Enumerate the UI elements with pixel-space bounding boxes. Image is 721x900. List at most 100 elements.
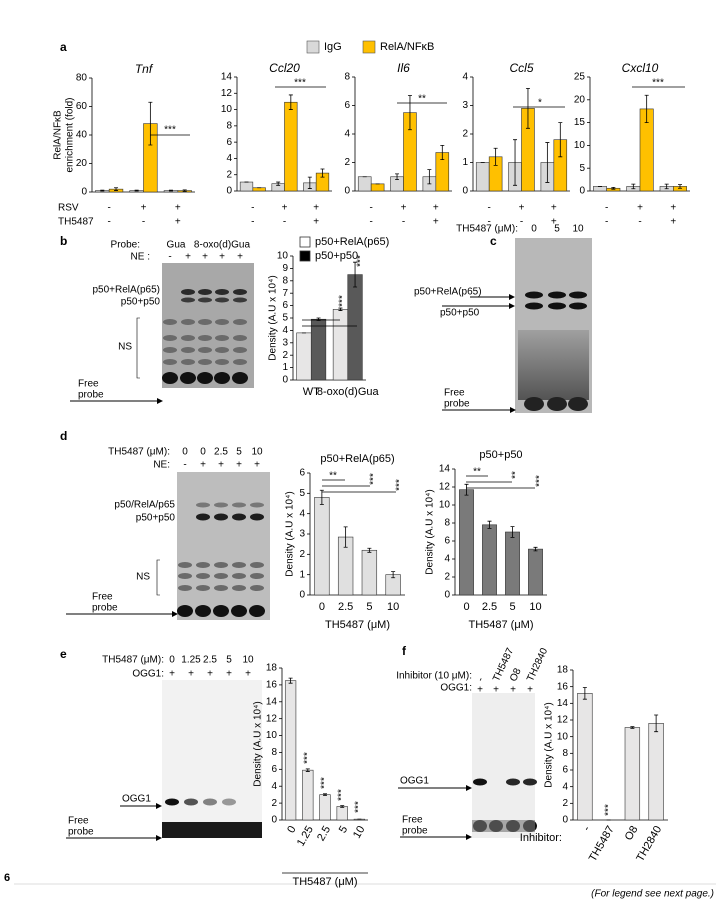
- y-tick-label: 0: [81, 187, 87, 198]
- gel-band: [250, 585, 264, 591]
- y-tick-label: 14: [266, 696, 278, 707]
- lane-sign: +: [218, 460, 224, 471]
- x-tick-label: 2.5: [315, 824, 333, 843]
- error-bar: [664, 183, 669, 190]
- x-tick-label: 2.5: [482, 601, 497, 613]
- gel-band: [181, 319, 195, 325]
- error-bar: [134, 189, 139, 192]
- x-tick-label: +: [519, 203, 525, 214]
- ne-label: NE:: [153, 460, 170, 471]
- error-bar: [533, 546, 538, 552]
- gel-band: [178, 573, 192, 579]
- gel-band: [569, 291, 587, 299]
- y-tick-label: 14: [221, 72, 233, 83]
- error-bar: [182, 189, 187, 192]
- bracket: [136, 317, 140, 379]
- lane-sign: +: [207, 669, 213, 680]
- y-tick-label: 2: [344, 157, 350, 168]
- x-tick-label: 8-oxo(d)Gua: [317, 386, 380, 398]
- lane-sign: +: [510, 685, 516, 696]
- significance: ***: [338, 295, 349, 307]
- significance: ***: [535, 475, 546, 487]
- error-bar: [644, 94, 649, 123]
- error-bar: [654, 714, 659, 733]
- band-label: p50+p50: [440, 308, 480, 319]
- band-label: p50/RelA/p65: [114, 500, 175, 511]
- gel-band: [568, 397, 588, 411]
- error-bar: [487, 520, 492, 529]
- legend-swatch: [299, 236, 311, 248]
- x-tick-label: -: [520, 217, 523, 228]
- probe-name: Gua: [167, 240, 186, 251]
- gel-band: [196, 562, 210, 568]
- y-tick-label: 2: [562, 798, 568, 809]
- y-tick-label: 5: [299, 488, 305, 499]
- lane-sign: +: [169, 669, 175, 680]
- probe-name: 8-oxo(d)Gua: [194, 240, 251, 251]
- bar: [310, 318, 327, 381]
- bar: [347, 274, 363, 381]
- y-tick-label: 2: [444, 572, 450, 583]
- band-label: p50+RelA(p65): [92, 285, 160, 296]
- gel-band: [250, 562, 264, 568]
- y-tick-label: 8: [271, 747, 277, 758]
- gel-band: [569, 302, 587, 310]
- gel-band: [163, 359, 177, 365]
- y-tick-label: 12: [266, 713, 278, 724]
- bar: [624, 727, 641, 821]
- bar: [505, 531, 520, 596]
- bar: [314, 497, 330, 596]
- y-tick-label: 7: [282, 288, 288, 299]
- x-tick-label: -: [107, 217, 110, 228]
- inhibitor-name: TH2840: [525, 646, 550, 683]
- y-tick-label: 0: [226, 186, 232, 197]
- lane-sign: +: [219, 252, 225, 263]
- band-label: NS: [136, 572, 150, 583]
- y-tick-label: 4: [282, 325, 288, 336]
- x-tick-label: +: [313, 203, 319, 214]
- ne-label: NE :: [131, 252, 150, 263]
- x-tick-label: O8: [623, 824, 641, 843]
- x-tick-label: -: [487, 203, 490, 214]
- y-tick-label: 3: [299, 529, 305, 540]
- x-tick-label: 10: [529, 601, 541, 613]
- lane-dose: 5: [236, 447, 242, 458]
- bar: [296, 332, 312, 381]
- bar: [239, 181, 254, 192]
- y-tick-label: 6: [444, 536, 450, 547]
- error-bar: [276, 181, 281, 186]
- x-tick-label: -: [581, 824, 593, 833]
- x-tick-label: +: [175, 217, 181, 228]
- x-tick-label: +: [175, 203, 181, 214]
- y-tick-label: 15: [574, 117, 586, 128]
- legend-label: p50+p50: [315, 250, 358, 262]
- gel-band: [203, 798, 217, 806]
- bar: [370, 183, 385, 192]
- x-tick-label: -: [251, 203, 254, 214]
- bar: [482, 524, 497, 596]
- free-probe-label: probe: [68, 827, 94, 838]
- lane-sign: +: [188, 669, 194, 680]
- y-tick-label: 14: [439, 464, 451, 475]
- x-tick-label: +: [433, 217, 439, 228]
- error-bar: [307, 176, 312, 189]
- gel-image: [162, 263, 254, 388]
- y-tick-label: 8: [444, 518, 450, 529]
- error-bar: [340, 805, 345, 808]
- gel-band: [213, 605, 229, 617]
- error-bar: [338, 307, 343, 311]
- gel-band: [250, 502, 264, 508]
- bar: [361, 549, 378, 596]
- y-tick-label: 6: [562, 765, 568, 776]
- probe-label: Probe:: [111, 240, 140, 251]
- gel-band: [214, 502, 228, 508]
- footer: (For legend see next page.): [591, 889, 714, 900]
- dose-label: TH5487 (μM):: [108, 447, 170, 458]
- y-tick-label: 4: [271, 781, 277, 792]
- gel-image: [472, 693, 535, 838]
- band-label: p50+p50: [121, 297, 161, 308]
- x-tick-label: +: [401, 203, 407, 214]
- error-bar: [678, 184, 682, 189]
- lane-sign: +: [237, 252, 243, 263]
- x-tick-label: WT: [303, 386, 320, 398]
